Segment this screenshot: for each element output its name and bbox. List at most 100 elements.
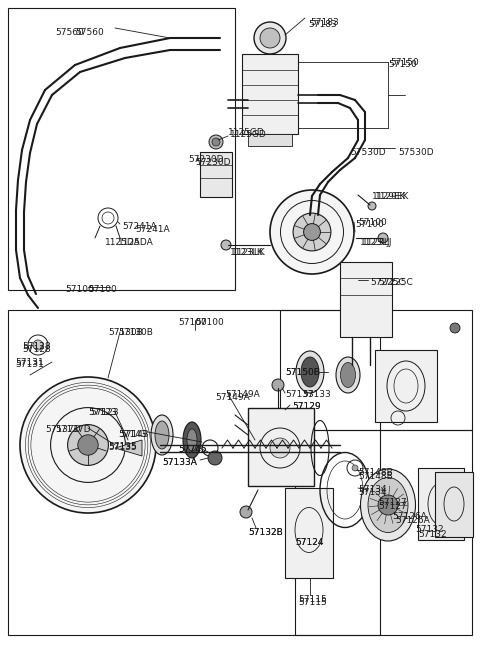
Text: 57100: 57100 xyxy=(88,285,117,294)
Text: 57745: 57745 xyxy=(178,445,206,454)
Bar xyxy=(248,408,314,486)
Bar xyxy=(375,350,437,422)
Text: 57115: 57115 xyxy=(298,595,327,604)
Text: 57133A: 57133A xyxy=(162,458,197,467)
Text: 1125DA: 1125DA xyxy=(105,238,141,247)
Ellipse shape xyxy=(340,362,356,388)
Text: 57123: 57123 xyxy=(88,408,117,417)
Text: 57150B: 57150B xyxy=(285,368,320,377)
Circle shape xyxy=(221,240,231,250)
Text: 1125DA: 1125DA xyxy=(118,238,154,247)
Text: 57124: 57124 xyxy=(295,538,324,547)
Circle shape xyxy=(368,202,376,210)
Text: 57127: 57127 xyxy=(378,502,407,511)
Circle shape xyxy=(209,135,223,149)
Text: 1125GD: 1125GD xyxy=(228,128,265,137)
Text: 57126A: 57126A xyxy=(395,516,430,525)
Circle shape xyxy=(270,190,354,274)
Bar xyxy=(248,134,292,146)
Text: 57130B: 57130B xyxy=(108,328,143,337)
Ellipse shape xyxy=(296,351,324,393)
Text: 57130B: 57130B xyxy=(118,328,153,337)
Text: 57135: 57135 xyxy=(108,443,137,452)
Text: 57134: 57134 xyxy=(358,488,386,497)
Text: 1123LK: 1123LK xyxy=(232,248,266,257)
Ellipse shape xyxy=(368,477,408,533)
Text: 57137D: 57137D xyxy=(45,425,81,434)
Text: 57133: 57133 xyxy=(302,390,331,399)
Text: 57241A: 57241A xyxy=(135,225,169,234)
Text: 57183: 57183 xyxy=(310,18,339,27)
Text: 57225C: 57225C xyxy=(370,278,405,287)
Circle shape xyxy=(68,424,108,466)
Text: 57131: 57131 xyxy=(15,360,44,369)
Text: 57149A: 57149A xyxy=(225,390,260,399)
Circle shape xyxy=(212,138,220,146)
Bar xyxy=(285,488,333,578)
Text: 57127: 57127 xyxy=(378,498,407,507)
Text: 57241A: 57241A xyxy=(122,222,156,231)
Bar xyxy=(295,430,472,635)
Text: 57530D: 57530D xyxy=(398,148,433,157)
Circle shape xyxy=(270,438,290,458)
Text: 1123LJ: 1123LJ xyxy=(362,238,393,247)
Ellipse shape xyxy=(151,415,173,455)
Text: 57143: 57143 xyxy=(120,430,149,439)
Text: 57150: 57150 xyxy=(388,60,417,69)
Text: 57133A: 57133A xyxy=(162,458,197,467)
Text: 57131: 57131 xyxy=(15,358,44,367)
Text: 57132B: 57132B xyxy=(248,528,283,537)
Text: 57230D: 57230D xyxy=(188,155,224,164)
Circle shape xyxy=(352,465,358,471)
Text: 1123LJ: 1123LJ xyxy=(360,238,391,247)
Text: 1129EK: 1129EK xyxy=(375,192,409,201)
Bar xyxy=(280,310,472,430)
Bar xyxy=(8,8,235,290)
Circle shape xyxy=(33,340,43,350)
Text: 57230D: 57230D xyxy=(195,158,230,167)
Text: 57100: 57100 xyxy=(178,318,207,327)
Text: 57129: 57129 xyxy=(292,402,321,411)
Bar xyxy=(435,472,473,537)
Circle shape xyxy=(293,213,331,251)
Text: 57132: 57132 xyxy=(415,525,444,534)
Ellipse shape xyxy=(187,429,197,451)
Circle shape xyxy=(240,506,252,518)
Bar xyxy=(418,468,464,540)
Circle shape xyxy=(450,323,460,333)
Text: 57100: 57100 xyxy=(358,218,387,227)
Circle shape xyxy=(20,377,156,513)
Text: 57143: 57143 xyxy=(118,430,146,439)
Text: 57132B: 57132B xyxy=(248,528,283,537)
Text: 57560: 57560 xyxy=(55,28,84,37)
Ellipse shape xyxy=(360,469,416,541)
Circle shape xyxy=(260,28,280,48)
Text: 57560: 57560 xyxy=(75,28,104,37)
Bar xyxy=(340,262,392,337)
Text: 1123LK: 1123LK xyxy=(230,248,264,257)
Text: 57134: 57134 xyxy=(358,485,386,494)
Text: 57128: 57128 xyxy=(22,342,50,351)
Circle shape xyxy=(378,233,388,243)
Ellipse shape xyxy=(183,422,201,458)
Bar xyxy=(242,54,298,134)
Text: 57148B: 57148B xyxy=(358,472,393,481)
Text: 1125GD: 1125GD xyxy=(230,130,267,139)
Text: 57137D: 57137D xyxy=(55,425,91,434)
Ellipse shape xyxy=(301,357,319,387)
Text: 57129: 57129 xyxy=(292,402,321,411)
Text: 57150B: 57150B xyxy=(285,368,320,377)
Text: 57100: 57100 xyxy=(65,285,94,294)
Circle shape xyxy=(304,223,321,240)
Circle shape xyxy=(78,435,98,455)
Text: 57745: 57745 xyxy=(178,445,206,454)
Text: 57124: 57124 xyxy=(295,538,324,547)
Text: 57128: 57128 xyxy=(22,345,50,354)
Text: 57183: 57183 xyxy=(308,20,337,29)
Text: 57126A: 57126A xyxy=(392,512,427,521)
Circle shape xyxy=(254,22,286,54)
Ellipse shape xyxy=(155,421,169,449)
Ellipse shape xyxy=(336,357,360,393)
Text: 57123: 57123 xyxy=(90,408,119,417)
Text: 57115: 57115 xyxy=(298,598,327,607)
